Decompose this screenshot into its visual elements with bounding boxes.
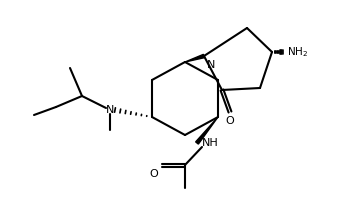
Polygon shape [196,117,218,144]
Polygon shape [185,54,204,62]
Text: NH$_2$: NH$_2$ [287,45,308,59]
Text: N: N [207,60,215,70]
Text: O: O [226,116,234,126]
Text: N: N [106,105,114,115]
Text: O: O [149,169,158,179]
Text: NH: NH [202,138,219,148]
